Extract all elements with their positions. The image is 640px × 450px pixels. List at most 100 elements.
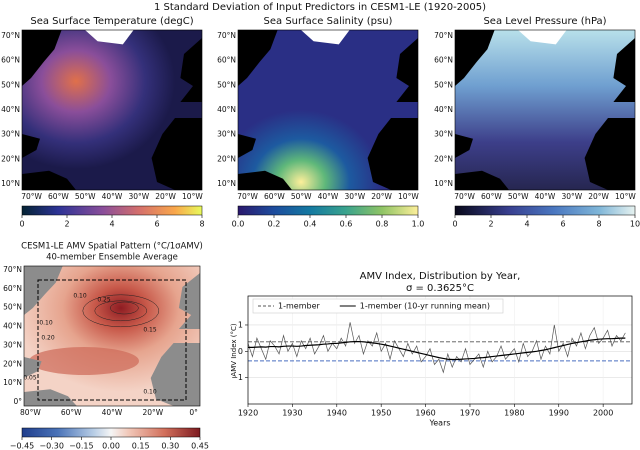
lon-label: 20°W: [371, 192, 392, 201]
contour-label: 0.05: [23, 375, 37, 382]
amv-lobe: [29, 347, 139, 375]
series-line: [247, 322, 626, 374]
colorbar-tick-label: 0.00: [102, 442, 120, 450]
lon-label: 10°W: [398, 192, 419, 201]
colorbar-tick-label: 0.15: [132, 442, 150, 450]
map-frame: [454, 29, 636, 191]
lon-label: 60°W: [481, 192, 502, 201]
y-tick-label: 0: [238, 347, 243, 356]
contour-label: 0.10: [73, 293, 87, 300]
lat-label: 60°N: [217, 56, 236, 65]
colorbar-tick-label: 2: [64, 220, 69, 229]
legend-label: 1-member: [278, 302, 320, 311]
lon-label: 80°W: [20, 408, 41, 417]
land: [238, 170, 292, 190]
colorbar: [237, 205, 419, 216]
colorbar: [21, 427, 201, 438]
lat-label: 40°N: [217, 105, 236, 114]
lat-label: 30°N: [1, 130, 20, 139]
colorbar-tick-label: 0.30: [161, 442, 179, 450]
lon-label: 10°W: [182, 192, 203, 201]
contour-label: 0.25: [97, 297, 111, 304]
lat-label: 10°N: [217, 179, 236, 188]
lat-label: 60°N: [1, 56, 20, 65]
lon-label: 30°W: [128, 192, 149, 201]
lon-label: 70°W: [21, 192, 42, 201]
colorbar-tick-label: 0.6: [340, 220, 353, 229]
lon-label: 30°W: [344, 192, 365, 201]
lon-label: 70°W: [454, 192, 475, 201]
colorbar-tick-label: 0.2: [268, 220, 281, 229]
land: [613, 38, 635, 102]
colorbar: [454, 205, 636, 216]
y-axis-label: AMV Index (°C): [230, 323, 238, 376]
lon-label: 20°W: [155, 192, 176, 201]
lon-label: 60°W: [61, 408, 82, 417]
land: [455, 30, 495, 86]
land: [24, 389, 77, 406]
lon-label: 50°W: [508, 192, 529, 201]
ice-mask: [301, 30, 350, 45]
contour-label: 0.10: [39, 320, 53, 327]
land: [584, 118, 635, 190]
lat-label: 50°N: [217, 80, 236, 89]
lat-label: 20°N: [217, 154, 236, 163]
ice-mask: [518, 30, 567, 45]
lon-label: 70°W: [237, 192, 258, 201]
land: [22, 170, 76, 190]
lat-label: 20°N: [434, 154, 453, 163]
map-title: Sea Level Pressure (hPa): [483, 16, 606, 27]
lat-label: 50°N: [3, 303, 22, 312]
figure-title: 1 Standard Deviation of Input Predictors…: [154, 2, 486, 13]
x-tick-label: 1990: [549, 409, 569, 418]
lat-label: 50°N: [1, 80, 20, 89]
colorbar-tick-label: 10: [630, 220, 640, 229]
plot-frame: [247, 295, 633, 405]
land: [238, 134, 256, 158]
lon-label: 30°W: [561, 192, 582, 201]
map-title: Sea Surface Salinity (psu): [264, 16, 393, 27]
land: [396, 38, 418, 102]
chart-title: AMV Index, Distribution by Year,: [360, 271, 521, 282]
colorbar-tick-label: 6: [154, 220, 159, 229]
y-tick-label: 1: [238, 320, 243, 329]
colorbar-tick-label: −0.30: [39, 442, 64, 450]
colorbar-tick-label: 4: [524, 220, 529, 229]
land: [22, 30, 62, 86]
colorbar-tick-label: 1.0: [412, 220, 425, 229]
map-frame: [23, 265, 201, 407]
lon-label: 50°W: [291, 192, 312, 201]
land: [22, 134, 40, 158]
colorbar-tick-label: 0: [19, 220, 24, 229]
map-title: CESM1-LE AMV Spatial Pattern (°C/1σAMV): [21, 242, 203, 252]
lon-label: 10°W: [615, 192, 636, 201]
land: [24, 357, 42, 378]
x-tick-label: 1930: [282, 409, 302, 418]
y-tick-label: −1: [231, 373, 243, 382]
colorbar-tick-label: 4: [109, 220, 114, 229]
map-frame: [21, 29, 203, 191]
land: [24, 266, 63, 315]
colorbar-tick-label: 2: [488, 220, 493, 229]
lon-label: 0°: [189, 408, 198, 417]
contour: [94, 300, 148, 322]
land: [238, 30, 278, 86]
lat-label: 30°N: [217, 130, 236, 139]
x-tick-label: 1960: [415, 409, 435, 418]
contour-label: 0.15: [143, 327, 157, 334]
lat-label: 10°N: [3, 378, 22, 387]
lat-label: 20°N: [3, 359, 22, 368]
lon-label: 40°W: [102, 192, 123, 201]
x-tick-label: 1940: [327, 409, 347, 418]
lat-label: 60°N: [434, 56, 453, 65]
legend-label: 1-member (10-yr running mean): [360, 302, 490, 311]
colorbar-tick-label: 6: [560, 220, 565, 229]
land: [180, 38, 202, 102]
land: [455, 134, 473, 158]
lat-label: 10°N: [1, 179, 20, 188]
contour: [82, 294, 160, 328]
colorbar: [21, 205, 203, 216]
land: [367, 118, 418, 190]
